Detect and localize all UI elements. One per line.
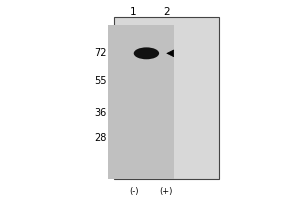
- Text: (+): (+): [160, 187, 173, 196]
- Text: (-): (-): [129, 187, 138, 196]
- Text: 55: 55: [94, 76, 107, 86]
- Text: 36: 36: [94, 108, 107, 118]
- Bar: [108, 25, 174, 179]
- Bar: [114, 17, 219, 179]
- Text: 28: 28: [94, 133, 107, 143]
- Ellipse shape: [134, 47, 159, 59]
- Text: 72: 72: [94, 48, 107, 58]
- Text: 2: 2: [163, 7, 170, 17]
- Text: 1: 1: [130, 7, 137, 17]
